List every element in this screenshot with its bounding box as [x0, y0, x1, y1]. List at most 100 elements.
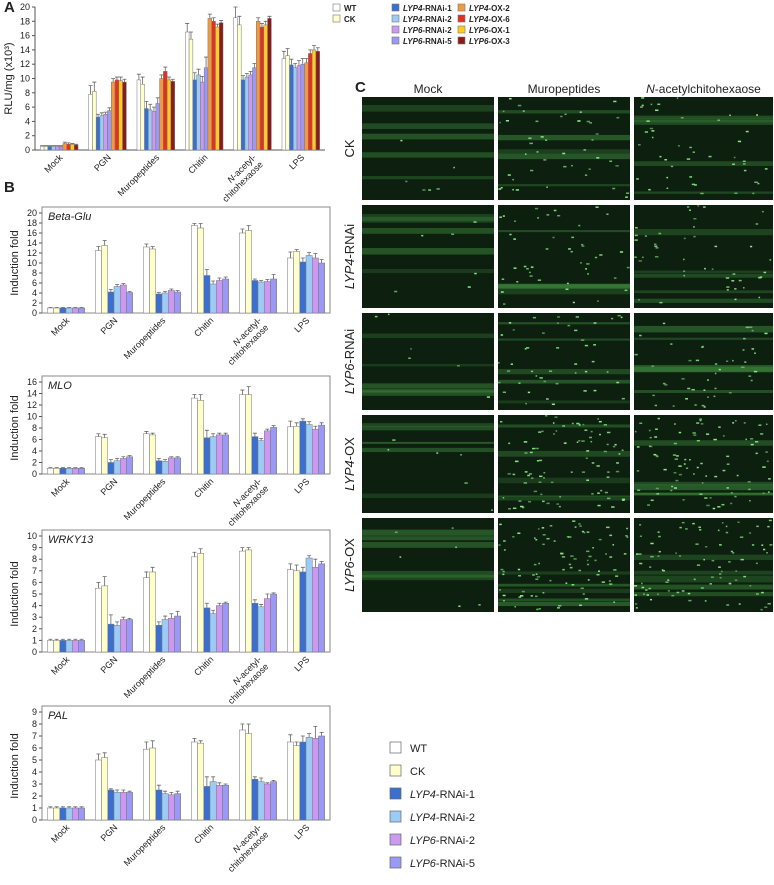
x-tick-label: Muropeptides — [122, 315, 168, 361]
bar — [222, 784, 229, 821]
x-tick-label: Chitin — [192, 476, 215, 499]
micrograph-spot — [696, 439, 700, 442]
micrograph-spot — [718, 566, 721, 568]
bar — [287, 741, 294, 821]
y-tick-label: 8 — [32, 554, 37, 564]
micrograph-spot — [571, 236, 575, 239]
micrograph-spot — [709, 497, 712, 499]
micrograph-spot — [534, 595, 538, 598]
micrograph-spot — [743, 337, 746, 340]
micrograph-spot — [578, 569, 582, 572]
error-bar — [169, 613, 174, 619]
micrograph-spot — [608, 580, 611, 582]
micrograph-spot — [689, 458, 691, 461]
error-bar — [150, 740, 155, 748]
micrograph-spot — [638, 299, 640, 301]
error-bar — [271, 780, 276, 782]
error-bar — [175, 290, 180, 292]
micrograph-spot — [662, 382, 666, 385]
error-bar — [103, 111, 108, 115]
y-tick-label: 2 — [32, 791, 37, 801]
micrograph-spot — [523, 265, 527, 268]
legend-label: LYP6-RNAi-5 — [410, 858, 475, 870]
error-bar — [211, 17, 216, 22]
micrograph-spot — [522, 110, 525, 112]
image-panel: C Mock Muropeptides N-acetylchitohexaose CK L… — [342, 79, 773, 612]
micrograph-spot — [512, 473, 516, 476]
error-bar — [148, 103, 153, 110]
micrograph-spot — [748, 488, 751, 491]
micrograph-spot — [611, 317, 614, 320]
micrograph-spot — [701, 404, 705, 407]
micrograph-spot — [508, 97, 512, 100]
bar — [155, 293, 163, 314]
micrograph-streak — [634, 584, 773, 590]
micrograph-spot — [578, 424, 581, 426]
error-bar — [121, 456, 126, 459]
micrograph-spot — [649, 127, 654, 130]
micrograph-spot — [726, 360, 729, 363]
error-bar — [159, 74, 164, 79]
y-tick-label: 12 — [27, 248, 37, 258]
micrograph-spot — [657, 417, 660, 420]
micrograph-spot — [525, 402, 527, 405]
micrograph-spot — [543, 471, 546, 474]
micrograph-spot — [666, 187, 669, 190]
micrograph-spot — [400, 139, 403, 142]
micrograph-spot — [726, 286, 730, 288]
micrograph-spot — [662, 569, 666, 572]
micrograph-spot — [751, 329, 754, 332]
error-bar — [246, 386, 251, 395]
y-tick-label: 9 — [32, 707, 37, 717]
bar — [78, 468, 85, 475]
bar — [174, 615, 181, 653]
bar — [143, 577, 150, 653]
bar — [149, 747, 157, 821]
micrograph-spot — [536, 576, 541, 578]
micrograph-spot — [460, 454, 462, 456]
micrograph-spot — [641, 586, 645, 589]
micrograph-spot — [755, 593, 759, 595]
x-tick-label: LPS — [287, 152, 306, 171]
micrograph-spot — [587, 579, 590, 581]
legend-label: LYP4-RNAi-2 — [410, 812, 475, 824]
bar — [59, 640, 67, 653]
micrograph-spot — [755, 223, 759, 225]
micrograph-spot — [533, 563, 537, 566]
micrograph-spot — [709, 583, 712, 585]
micrograph-spot — [760, 608, 763, 611]
micrograph-spot — [655, 428, 658, 430]
error-bar — [96, 582, 101, 589]
micrograph-spot — [512, 507, 517, 510]
micrograph-spot — [553, 433, 555, 435]
micrograph-spot — [518, 382, 521, 384]
bar — [167, 794, 175, 821]
error-bar — [107, 107, 112, 111]
error-bar — [288, 734, 293, 742]
legend-swatch — [332, 3, 341, 12]
micrograph-spot — [533, 490, 538, 493]
bar — [66, 144, 71, 151]
bar — [126, 456, 133, 475]
error-bar — [244, 73, 249, 78]
micrograph-spot — [526, 268, 529, 270]
error-bar — [88, 85, 93, 95]
error-bar — [308, 49, 313, 54]
micrograph-spot — [562, 568, 565, 571]
micrograph-spot — [700, 462, 703, 465]
micrograph-spot — [754, 181, 758, 184]
micrograph-streak — [498, 149, 630, 154]
micrograph-streak — [634, 191, 773, 194]
bar — [197, 553, 205, 653]
error-bar — [150, 566, 155, 572]
micrograph-spot — [635, 553, 639, 555]
micrograph-spot — [498, 362, 500, 364]
micrograph-spot — [528, 500, 532, 503]
bar — [71, 640, 79, 653]
bar — [185, 31, 190, 151]
error-bar — [102, 576, 107, 586]
micrograph-spot — [599, 433, 601, 436]
micrograph-spot — [553, 209, 557, 212]
x-tick-label: LPS — [292, 654, 311, 673]
micrograph-spot — [657, 103, 661, 106]
